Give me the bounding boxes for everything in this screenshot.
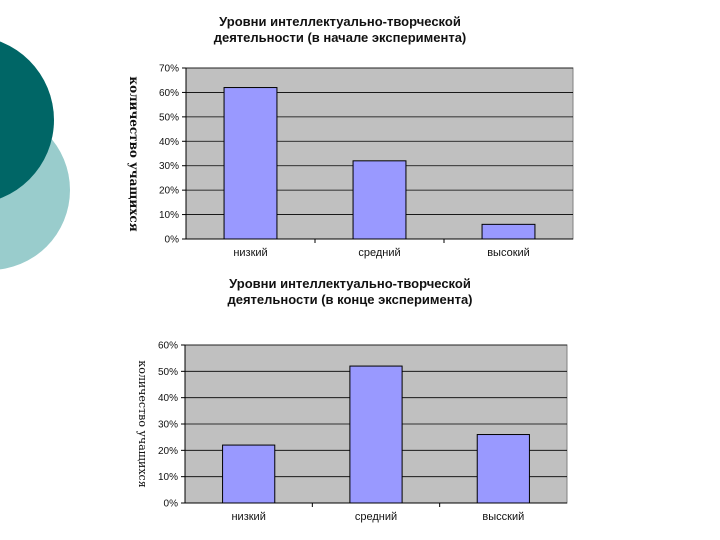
chart-1-category-label: средний <box>358 247 400 259</box>
chart-2-category-label: высский <box>482 511 524 523</box>
chart-2-y-tick-label: 60% <box>158 341 178 352</box>
chart-1-category-label: низкий <box>233 247 267 259</box>
chart-2-title-line-2: деятельности (в конце эксперимента) <box>227 292 473 307</box>
chart-2-y-tick-label: 0% <box>164 499 179 510</box>
chart-1-bar-1 <box>223 87 278 240</box>
chart-1-category-label: высокий <box>487 247 530 259</box>
chart-1-y-tick-label: 50% <box>159 112 179 123</box>
chart-2-bar-2 <box>349 365 403 504</box>
chart-2-y-tick-label: 30% <box>158 420 178 431</box>
chart-1-y-tick-label: 30% <box>159 161 179 172</box>
chart-1-y-tick-label: 70% <box>159 64 179 75</box>
chart-1-y-axis-label: количество учащихся <box>127 76 141 231</box>
chart-2-y-tick-label: 10% <box>158 472 178 483</box>
chart-1-y-tick-label: 60% <box>159 88 179 99</box>
chart-2-category-label: низкий <box>231 511 265 523</box>
chart-1-bar-3 <box>481 223 536 240</box>
chart-2-bar-1 <box>222 444 276 504</box>
chart-1-y-tick-label: 0% <box>165 235 180 246</box>
chart-1-title: Уровни интеллектуально-творческой деятел… <box>150 14 530 46</box>
chart-2-y-tick-label: 40% <box>158 393 178 404</box>
chart-2-category-label: средний <box>355 511 397 523</box>
chart-1-y-tick-label: 40% <box>159 137 179 148</box>
chart-1-y-tick-label: 10% <box>159 210 179 221</box>
chart-2-title-line-1: Уровни интеллектуально-творческой <box>229 276 471 291</box>
chart-1-title-line-1: Уровни интеллектуально-творческой <box>219 14 461 29</box>
chart-2-y-axis-label: количество учащихся <box>136 360 149 487</box>
chart-2-y-tick-label: 20% <box>158 446 178 457</box>
decor-dark-circle <box>0 41 54 199</box>
chart-2-y-tick-label: 50% <box>158 367 178 378</box>
chart-2-title: Уровни интеллектуально-творческой деятел… <box>160 276 540 308</box>
chart-1-bar-2 <box>352 160 407 240</box>
chart-1-y-tick-label: 20% <box>159 186 179 197</box>
chart-1-title-line-2: деятельности (в начале эксперимента) <box>213 30 467 45</box>
chart-2-bar-3 <box>476 434 530 504</box>
